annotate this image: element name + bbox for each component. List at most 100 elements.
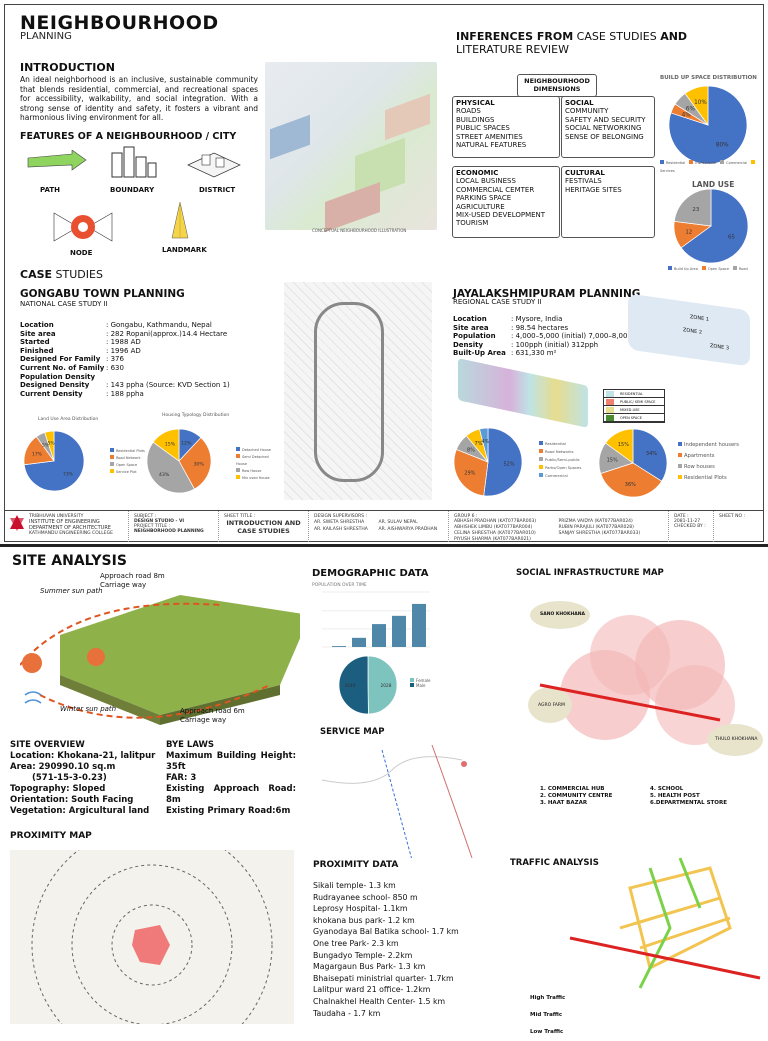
pie-gender: 2028 2046 (338, 655, 398, 715)
illustration-caption: CONCEPTUAL NEIGHBOURHOOD ILLUSTRATION (312, 228, 407, 233)
fact-row: Finished: 1996 AD (20, 347, 270, 356)
pie-slice (44, 430, 55, 462)
overview-line: Area: 290990.10 sq.m (10, 762, 116, 772)
pie-slice (605, 428, 634, 464)
place-label: AGRO FARM (538, 703, 565, 708)
legend-entry: Road Network (110, 455, 150, 462)
page-subtitle: PLANNING (20, 31, 72, 42)
bye-laws-list: Maximum Building Height: 35ft FAR: 3 Exist… (166, 751, 296, 817)
gongabu-site-plan (284, 282, 432, 500)
social-infra-legend: 1. COMMERCIAL HUB 2. COMMUNITY CENTRE 3. H… (540, 786, 760, 807)
pie-slice (152, 428, 180, 462)
node-icon (53, 212, 113, 242)
fact-value: : 100pph (initial) 312pph (511, 340, 599, 349)
slice-label: 12 (685, 230, 692, 236)
feature-label: PATH (40, 186, 60, 194)
heading-part: AND (660, 30, 688, 43)
proximity-rings (31, 850, 273, 1024)
slice-label: 8% (467, 448, 475, 454)
legend-swatch (539, 441, 543, 445)
bye-law-line: Existing Approach Road: 8m (166, 784, 296, 805)
slice-label: 23 (692, 207, 699, 213)
slice-label: 12% (181, 441, 192, 447)
bar (352, 637, 366, 647)
jaya-title: JAYALAKSHMIPURAM PLANNING (453, 288, 641, 300)
pie-slice (680, 188, 749, 264)
slice-label: 15% (618, 442, 629, 448)
legend-label: Independent housers (684, 442, 740, 448)
legend-label: Parks/Open Spaces (545, 465, 582, 470)
legend-entry: Commercial (720, 160, 747, 165)
fact-value: : 376 (106, 355, 124, 364)
case-studies-heading: CASE STUDIES (20, 268, 103, 281)
chart-title: Housing Typology Distribution (162, 413, 230, 418)
annotation: Approach road 6m Carriage way (180, 707, 245, 724)
slice-label: 4% (481, 439, 489, 445)
fact-label: Designed For Family (20, 355, 101, 364)
slice-label: 10% (694, 100, 707, 106)
slice-label: 5% (48, 441, 55, 447)
slice-label: 80% (716, 143, 729, 149)
legend-entry: Open Space (110, 462, 150, 469)
subject-cell: SUBJECT : DESIGN STUDIO - VI PROJECT TITLE… (129, 511, 219, 542)
infra-legend-item: 5. HEALTH POST (650, 793, 700, 799)
pie-slice (673, 188, 712, 227)
pie-jaya-housing: 34% 36% 15% 15% (598, 428, 668, 498)
legend-label: Road Network (116, 456, 141, 460)
legend-label: Apartments (684, 453, 715, 459)
traffic-heading: TRAFFIC ANALYSIS (510, 858, 599, 868)
heading-part: LITERATURE REVIEW (456, 43, 569, 56)
legend-label: Row House (242, 469, 262, 473)
fact-row: Current No. of Family: 630 (20, 364, 270, 373)
traffic-legend: High Traffic Mid Traffic Low Traffic (530, 990, 565, 1041)
fact-row: Population: 4,000–5,000 (initial) 7,000–… (453, 332, 633, 341)
bar (392, 615, 406, 647)
legend-entry: Services (660, 160, 757, 173)
feature-label: LANDMARK (162, 246, 207, 254)
legend-entry: Mix used House (236, 475, 280, 482)
institute: INSTITUTE OF ENGINEERING (29, 519, 100, 525)
zone-label: ZONE 1 (690, 314, 710, 323)
physical-list: ROADS BUILDINGS PUBLIC SPACES STREET AMENIT… (456, 107, 556, 149)
box-title: PHYSICAL (456, 99, 495, 107)
annotation: Approach road 8m Carriage way (100, 572, 165, 589)
supervisor: AR. SULAV NEPAL (378, 520, 418, 525)
legend-label: Services (660, 169, 675, 173)
legend-gongabu-housing: Detached House Semi Detached House Row Hou… (236, 447, 280, 482)
legend-gender: Female Male (410, 678, 450, 688)
legend-label: MIXED-USE (620, 407, 640, 412)
legend-swatch (689, 160, 694, 164)
social-list: COMMUNITY SAFETY AND SECURITY SOCIAL NETWO… (565, 107, 651, 141)
legend-swatch (110, 462, 114, 466)
bye-laws-title: BYE LAWS (166, 740, 215, 750)
pie-slice (684, 85, 709, 127)
list-item: SAFETY AND SECURITY (565, 115, 646, 124)
zone-label: ZONE 2 (683, 327, 703, 336)
fact-label: Finished (20, 346, 54, 355)
proximity-item: Bhaisepati ministrial quarter- 1.7km (313, 973, 454, 983)
map-legend-row: PUBLIC/ SEMI SPACE (604, 398, 664, 406)
bar (332, 646, 346, 647)
legend-label: Public/Semi-public (545, 457, 580, 462)
list-item: COMMERCIAL CEMTER (456, 185, 535, 194)
subject: DESIGN STUDIO - VI (134, 519, 185, 524)
boundary-icon (111, 146, 157, 178)
fact-value: : 630 (106, 363, 124, 372)
heading-part: STUDIES (55, 268, 103, 281)
pie-gongabu-landuse: 73%17%5%5% (23, 430, 85, 492)
fact-label: Population (453, 332, 496, 341)
jaya-subtitle: REGIONAL CASE STUDY II (453, 298, 542, 306)
legend-entry: Service Plot (110, 469, 150, 476)
group-member: ABHASH PRADHAN (KAT077BAR003) (454, 519, 537, 524)
slice-label: 29% (464, 471, 475, 477)
label: SUBJECT : (134, 514, 157, 519)
annotation: Winter sun path (60, 705, 117, 713)
fact-label: Location (453, 315, 487, 323)
heading-part: CASE STUDIES (576, 30, 657, 43)
page-title: NEIGHBOURHOOD (20, 12, 219, 34)
legend-label: Residential Plots (116, 449, 145, 453)
proximity-item: Bungadyo Temple- 2.2km (313, 950, 413, 960)
proximity-map-heading: PROXIMITY MAP (10, 831, 92, 841)
demographic-heading: DEMOGRAPHIC DATA (312, 568, 429, 579)
fact-label: Current Density (20, 389, 83, 398)
